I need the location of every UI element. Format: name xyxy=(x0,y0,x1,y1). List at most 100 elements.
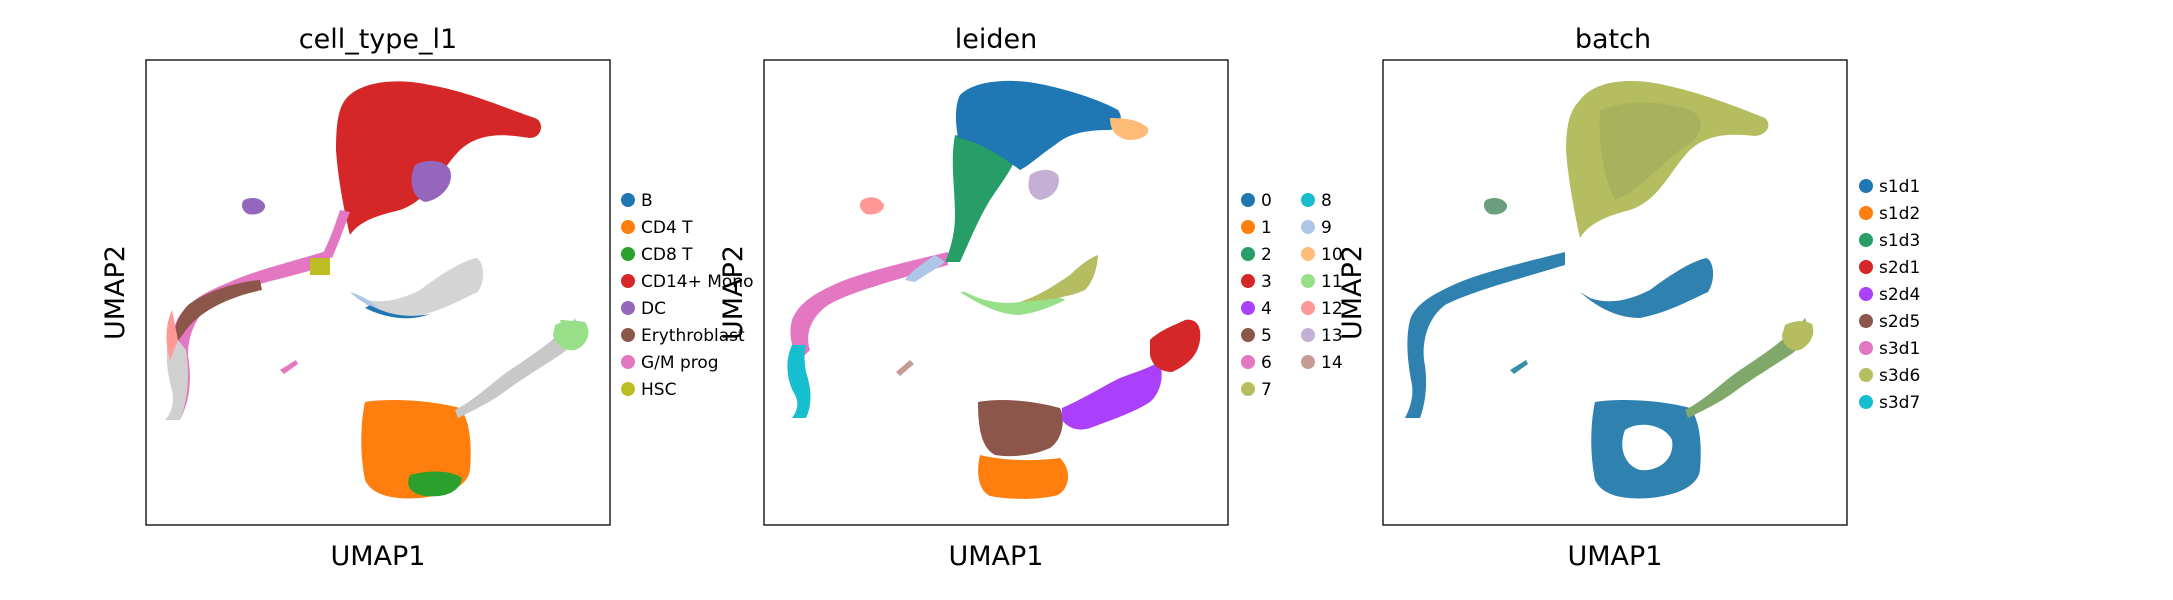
legend-label: s3d1 xyxy=(1879,339,1920,359)
legend-entry: 11 xyxy=(1301,272,1343,292)
legend-entry: s3d1 xyxy=(1859,339,1920,359)
blob-cluster-1 xyxy=(978,455,1069,499)
legend-entry: 1 xyxy=(1241,218,1272,238)
legend-marker xyxy=(1241,355,1255,369)
legend-marker xyxy=(621,301,635,315)
y-axis-label: UMAP2 xyxy=(718,245,749,340)
blob-cd14-mono xyxy=(336,81,542,235)
legend-marker xyxy=(1859,260,1873,274)
legend-label: DC xyxy=(641,299,666,319)
legend-entry: 3 xyxy=(1241,272,1272,292)
legend-label: 9 xyxy=(1321,218,1332,238)
axes-layer: UMAP1 UMAP2 UMAP1 UMAP2 UMAP1 UMAP2 xyxy=(100,59,1848,572)
legend-marker xyxy=(1241,247,1255,261)
legend-marker xyxy=(621,193,635,207)
x-axis-label: UMAP1 xyxy=(1568,541,1663,572)
blob-cd8-t xyxy=(408,471,462,497)
legend-entry: 6 xyxy=(1241,353,1272,373)
legend-entry: 2 xyxy=(1241,245,1272,265)
legend-label: s2d1 xyxy=(1879,258,1920,278)
blob-erythroblast xyxy=(174,280,262,345)
legend-label: 14 xyxy=(1321,353,1343,373)
legend-label: s3d7 xyxy=(1879,393,1920,413)
blob-dc-upper xyxy=(411,160,451,202)
blob-nk-top xyxy=(560,320,585,335)
blob-batch-left-arm xyxy=(1405,252,1565,418)
legend-label: 12 xyxy=(1321,299,1343,319)
legend-label: Erythroblast xyxy=(641,326,745,346)
blob-cluster-5 xyxy=(978,400,1063,457)
panel-title: cell_type_l1 xyxy=(299,24,457,55)
legend-entry: B xyxy=(621,191,653,211)
legend-entry: CD14+ Mono xyxy=(621,272,753,292)
legend-marker xyxy=(1859,233,1873,247)
legend-entry: s2d1 xyxy=(1859,258,1920,278)
legend-marker xyxy=(1241,193,1255,207)
legend-marker xyxy=(1241,220,1255,234)
blob-left-pink xyxy=(166,310,178,360)
legend-entry: 8 xyxy=(1301,191,1332,211)
legend-entry: s3d7 xyxy=(1859,393,1920,413)
legend-marker xyxy=(1301,328,1315,342)
plot-frame xyxy=(145,59,611,526)
legend-marker xyxy=(1301,355,1315,369)
legend-marker xyxy=(1301,220,1315,234)
x-axis-label: UMAP1 xyxy=(949,541,1044,572)
plot-frame xyxy=(1382,59,1848,526)
panel-cell-type-l1: cell_type_l1 xyxy=(165,24,589,499)
legend-marker xyxy=(1859,341,1873,355)
scatter-blobs xyxy=(787,80,1201,499)
legend-entry: s1d1 xyxy=(1859,177,1920,197)
blob-cd8-arm xyxy=(455,318,577,418)
legend-label: B xyxy=(641,191,653,211)
x-axis-label: UMAP1 xyxy=(331,541,426,572)
legend-entry: 4 xyxy=(1241,299,1272,319)
blob-batch-arm xyxy=(1685,318,1807,418)
blob-cluster-11 xyxy=(960,292,1065,315)
blob-batch-upper-tone xyxy=(1599,102,1701,200)
legend-entry: 14 xyxy=(1301,353,1343,373)
legend-entry: 0 xyxy=(1241,191,1272,211)
legend-entry: s2d5 xyxy=(1859,312,1920,332)
blob-batch-middle xyxy=(1580,258,1714,318)
panel-batch: batch xyxy=(1405,24,1814,499)
legend-label: CD8 T xyxy=(641,245,693,265)
legend-label: G/M prog xyxy=(641,353,719,373)
blob-cluster-14 xyxy=(896,360,914,376)
legend-marker xyxy=(621,247,635,261)
blob-batch-small-left xyxy=(1483,197,1508,215)
legend-entry: s3d6 xyxy=(1859,366,1920,386)
legend-label: s2d4 xyxy=(1879,285,1920,305)
legend-marker xyxy=(1301,193,1315,207)
legend-entry: CD4 T xyxy=(621,218,693,238)
blob-cluster-7 xyxy=(1020,255,1098,302)
legend-marker xyxy=(1241,301,1255,315)
blob-cluster-3 xyxy=(1150,319,1201,372)
legend-marker xyxy=(1859,206,1873,220)
legend-entry: 9 xyxy=(1301,218,1332,238)
legend-label: s1d1 xyxy=(1879,177,1920,197)
legend-marker xyxy=(621,274,635,288)
legend-label: CD4 T xyxy=(641,218,693,238)
legend-marker xyxy=(621,328,635,342)
panel-title: leiden xyxy=(955,24,1037,55)
legend-entry: HSC xyxy=(621,380,676,400)
legend-label: s1d3 xyxy=(1879,231,1920,251)
legend-label: s1d2 xyxy=(1879,204,1920,224)
legend-entry: 5 xyxy=(1241,326,1272,346)
legend-label: 2 xyxy=(1261,245,1272,265)
legend-marker xyxy=(1859,179,1873,193)
blob-batch-lower-hole xyxy=(1622,424,1673,471)
y-axis-label: UMAP2 xyxy=(1337,245,1368,340)
legend-marker xyxy=(1301,247,1315,261)
legend-label: 13 xyxy=(1321,326,1343,346)
legend-label: 0 xyxy=(1261,191,1272,211)
legend-label: 1 xyxy=(1261,218,1272,238)
blob-gm-prog xyxy=(168,250,330,420)
legend-label: 6 xyxy=(1261,353,1272,373)
legend-marker xyxy=(621,355,635,369)
blob-middle-light xyxy=(350,292,378,308)
blob-cluster-2 xyxy=(945,135,1015,262)
legend-marker xyxy=(1301,274,1315,288)
legend-label: HSC xyxy=(641,380,676,400)
